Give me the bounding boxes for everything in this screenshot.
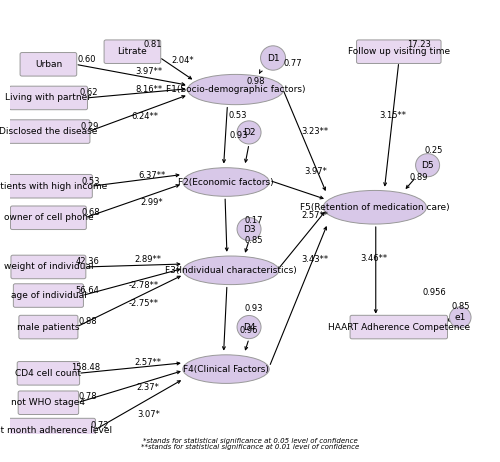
Text: 0.53: 0.53: [82, 176, 100, 186]
FancyBboxPatch shape: [7, 120, 90, 143]
Text: F4(Clinical Factors): F4(Clinical Factors): [183, 365, 269, 374]
Text: 0.93: 0.93: [244, 304, 263, 314]
Text: 3.97**: 3.97**: [136, 67, 163, 76]
Text: Litrate: Litrate: [118, 47, 148, 56]
Text: Follow up visiting time: Follow up visiting time: [348, 47, 450, 56]
Text: 3.46**: 3.46**: [360, 254, 388, 263]
Text: 0.81: 0.81: [144, 40, 163, 49]
Text: 0.85: 0.85: [244, 237, 263, 245]
Text: e1: e1: [454, 313, 466, 322]
Text: Urban: Urban: [35, 60, 62, 69]
Text: 0.89: 0.89: [410, 173, 428, 182]
Text: not WHO stage4: not WHO stage4: [12, 398, 86, 407]
Ellipse shape: [183, 168, 269, 196]
Text: HAART Adherence Competence: HAART Adherence Competence: [328, 322, 470, 332]
Text: **stands for statistical significance at 0.01 level of confidence: **stands for statistical significance at…: [141, 444, 359, 450]
FancyBboxPatch shape: [20, 53, 76, 76]
FancyBboxPatch shape: [104, 40, 160, 63]
Text: F3(Individual characteristics): F3(Individual characteristics): [165, 266, 296, 275]
Ellipse shape: [183, 355, 269, 383]
Text: 3.23**: 3.23**: [302, 127, 329, 136]
Text: 2.57**: 2.57**: [134, 359, 162, 367]
Text: 0.93: 0.93: [229, 131, 248, 140]
Text: D1: D1: [266, 54, 280, 62]
Text: *stands for statistical significance at 0.05 level of confidence: *stands for statistical significance at …: [142, 438, 358, 444]
Text: 3.15**: 3.15**: [380, 111, 406, 120]
FancyBboxPatch shape: [11, 255, 86, 279]
Text: Disclosed the disease: Disclosed the disease: [0, 127, 98, 136]
FancyBboxPatch shape: [19, 315, 78, 339]
Text: F5(Retention of medication care): F5(Retention of medication care): [300, 203, 450, 212]
Text: -2.78**: -2.78**: [128, 280, 158, 290]
Text: CD4 cell count: CD4 cell count: [16, 369, 82, 378]
Text: Living with partner: Living with partner: [6, 93, 92, 103]
Text: 8.16**: 8.16**: [136, 85, 163, 94]
Ellipse shape: [237, 218, 261, 241]
Text: 0.53: 0.53: [229, 111, 247, 120]
Text: owner of cell phone: owner of cell phone: [4, 213, 93, 222]
Ellipse shape: [416, 154, 440, 177]
Text: age of individual: age of individual: [10, 291, 86, 300]
Ellipse shape: [323, 190, 426, 224]
Text: F2(Economic factors): F2(Economic factors): [178, 177, 274, 187]
Text: First month adherence level: First month adherence level: [0, 426, 112, 435]
Text: 0.25: 0.25: [424, 146, 442, 155]
Text: 0.72: 0.72: [91, 420, 110, 430]
Ellipse shape: [237, 316, 261, 339]
Text: F1(Socio-demographic factors): F1(Socio-demographic factors): [166, 85, 306, 94]
Ellipse shape: [450, 307, 471, 328]
Text: 0.85: 0.85: [452, 302, 470, 310]
Text: 0.60: 0.60: [78, 55, 96, 64]
Text: 6.37**: 6.37**: [138, 171, 165, 180]
Text: 0.77: 0.77: [284, 59, 302, 68]
FancyBboxPatch shape: [2, 418, 96, 442]
Text: 2.37*: 2.37*: [137, 383, 160, 392]
FancyBboxPatch shape: [10, 206, 86, 230]
Text: 2.89**: 2.89**: [134, 255, 162, 264]
Text: 3.97*: 3.97*: [304, 167, 326, 176]
FancyBboxPatch shape: [14, 284, 84, 307]
Text: 2.04*: 2.04*: [172, 56, 194, 66]
FancyBboxPatch shape: [356, 40, 441, 63]
FancyBboxPatch shape: [4, 175, 92, 198]
Text: 0.956: 0.956: [422, 288, 446, 297]
Ellipse shape: [237, 121, 261, 144]
Text: D5: D5: [422, 161, 434, 170]
Text: 0.88: 0.88: [78, 317, 97, 326]
Text: D4: D4: [243, 322, 256, 332]
Text: 0.17: 0.17: [244, 216, 263, 225]
Text: D2: D2: [243, 128, 256, 137]
Text: 3.07*: 3.07*: [137, 410, 160, 419]
FancyBboxPatch shape: [350, 315, 448, 339]
Text: 0.96: 0.96: [240, 326, 258, 334]
Text: patients with high income: patients with high income: [0, 182, 108, 191]
Text: male patients: male patients: [17, 322, 80, 332]
Text: 3.43**: 3.43**: [302, 255, 329, 264]
Text: 0.98: 0.98: [246, 77, 265, 85]
Text: 2.57**: 2.57**: [302, 211, 328, 220]
Text: 0.78: 0.78: [78, 392, 97, 401]
FancyBboxPatch shape: [10, 86, 88, 109]
Text: weight of individual: weight of individual: [4, 262, 93, 272]
FancyBboxPatch shape: [17, 362, 80, 385]
Text: 6.24**: 6.24**: [132, 112, 159, 122]
FancyBboxPatch shape: [18, 391, 78, 414]
Ellipse shape: [183, 256, 279, 285]
Text: 0.29: 0.29: [80, 122, 98, 131]
Text: 158.48: 158.48: [72, 363, 101, 371]
Ellipse shape: [260, 46, 285, 70]
Text: 0.68: 0.68: [82, 208, 100, 217]
Text: D3: D3: [242, 225, 256, 234]
Text: -2.75**: -2.75**: [128, 299, 158, 309]
Text: 42.36: 42.36: [76, 256, 100, 266]
Text: 2.99*: 2.99*: [140, 198, 163, 207]
Text: 56.64: 56.64: [76, 286, 100, 295]
Text: 0.62: 0.62: [80, 88, 98, 97]
Text: 17.23: 17.23: [407, 40, 431, 49]
Ellipse shape: [188, 74, 284, 105]
